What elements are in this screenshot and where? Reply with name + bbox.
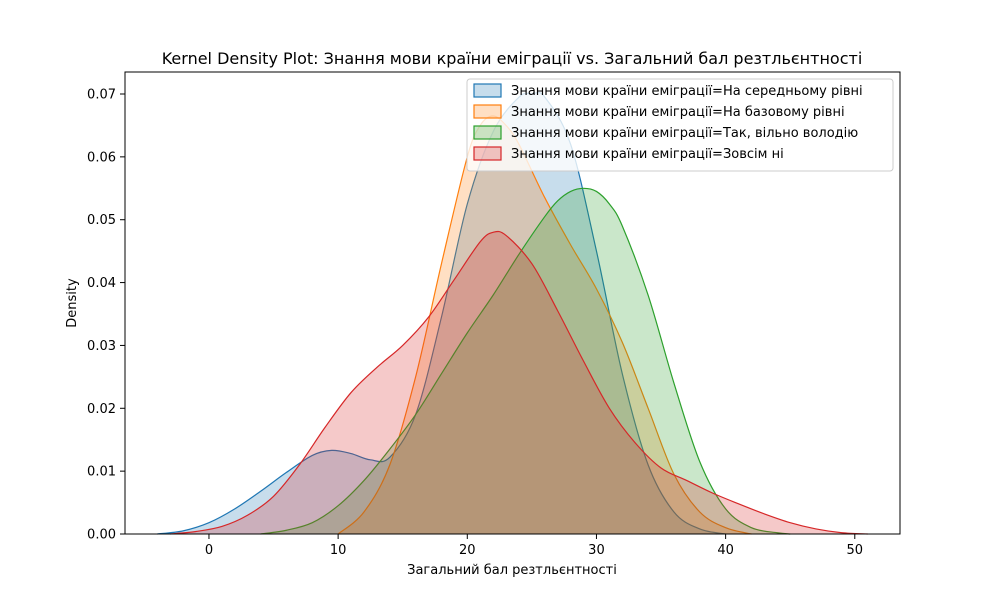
density-line-series-1 <box>157 91 726 535</box>
legend: Знання мови країни еміграції=На середньо… <box>466 78 894 172</box>
legend-label: Знання мови країни еміграції=Так, вільно… <box>511 126 858 141</box>
y-tick-label: 0.06 <box>87 150 116 165</box>
y-tick-label: 0.01 <box>87 465 116 480</box>
density-line-series-3 <box>260 187 791 535</box>
legend-swatch <box>473 125 502 140</box>
legend-label: Знання мови країни еміграції=На середньо… <box>511 84 863 99</box>
y-tick-label: 0.02 <box>87 402 116 417</box>
x-tick-label: 0 <box>205 543 213 558</box>
density-fill-series-2 <box>338 116 752 534</box>
x-tick-label: 50 <box>847 543 864 558</box>
legend-swatch <box>473 83 502 98</box>
y-tick-label: 0.00 <box>87 528 116 543</box>
x-axis-title: Загальний бал рeзтльєнтності <box>407 563 617 578</box>
density-fill-series-3 <box>260 188 791 535</box>
y-tick-label: 0.03 <box>87 339 116 354</box>
y-tick-label: 0.07 <box>87 88 116 103</box>
x-tick-label: 30 <box>588 543 605 558</box>
x-tick-label: 20 <box>459 543 476 558</box>
density-fill-series-4 <box>170 231 868 534</box>
legend-box <box>466 78 894 172</box>
legend-swatch <box>473 146 502 161</box>
legend-label: Знання мови країни еміграції=На базовому… <box>511 105 845 120</box>
plot-frame <box>124 71 901 535</box>
legend-swatch <box>473 104 502 119</box>
x-tick-label: 40 <box>717 543 734 558</box>
x-tick-label: 10 <box>330 543 347 558</box>
y-tick-label: 0.04 <box>87 276 116 291</box>
y-axis-title: Density <box>65 278 80 328</box>
density-fill-series-1 <box>157 92 726 535</box>
y-axis: 0.00 0.01 0.02 0.03 0.04 0.05 0.06 0.07 <box>87 88 125 543</box>
y-tick-label: 0.05 <box>87 213 116 228</box>
legend-label: Знання мови країни еміграції=Зовсім ні <box>511 147 784 162</box>
x-axis: 0 10 20 30 40 50 <box>205 534 863 558</box>
chart-title: Kernel Density Plot: Знання мови країни … <box>162 49 863 68</box>
density-areas <box>157 91 868 535</box>
density-line-series-4 <box>170 230 868 535</box>
